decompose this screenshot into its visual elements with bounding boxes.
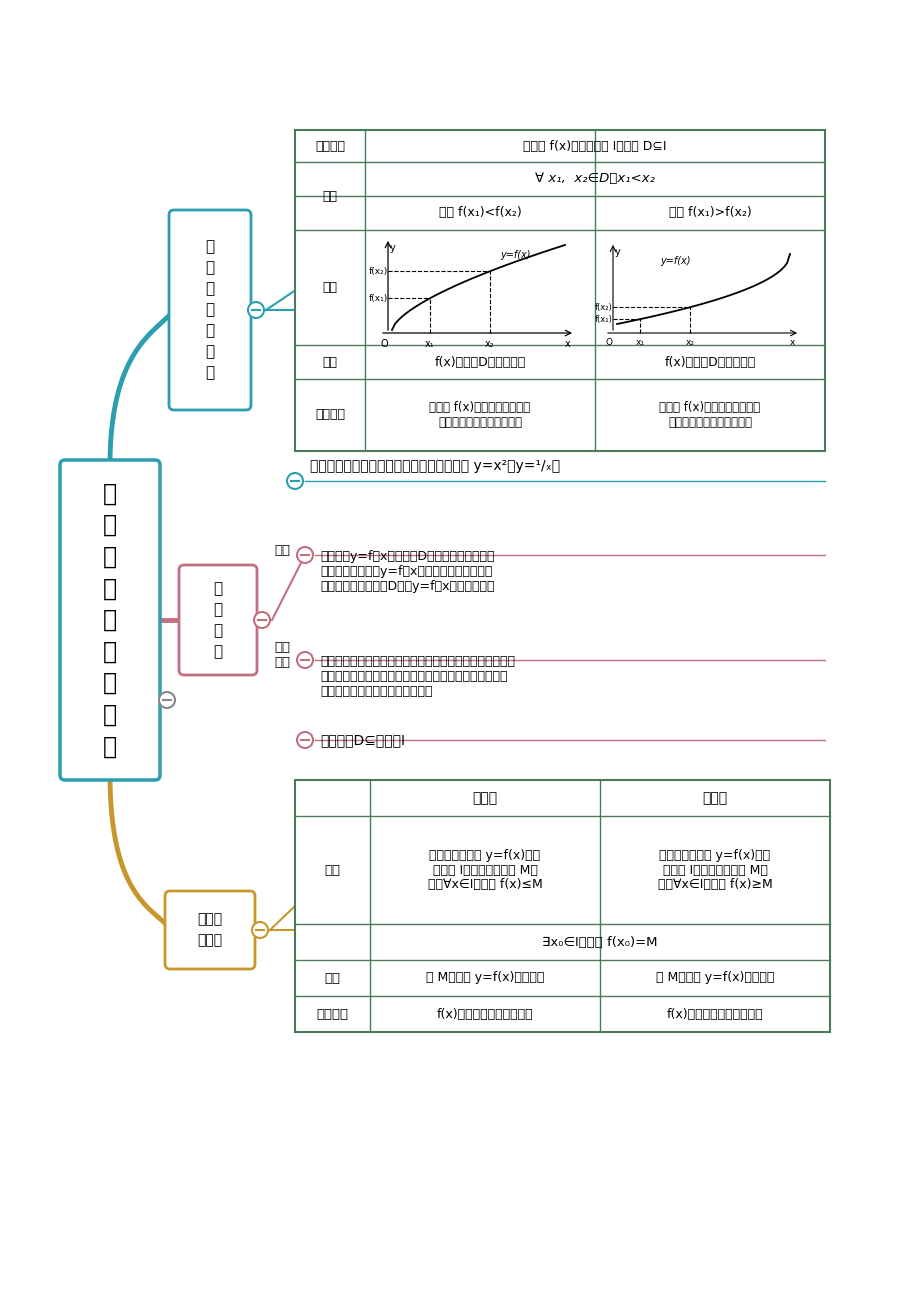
Text: 增
函
数
与
减
函
数: 增 函 数 与 减 函 数 bbox=[205, 240, 214, 380]
Circle shape bbox=[287, 473, 302, 490]
Text: f(x₂): f(x₂) bbox=[369, 267, 388, 276]
FancyBboxPatch shape bbox=[169, 210, 251, 410]
Text: 结论: 结论 bbox=[324, 971, 340, 984]
Circle shape bbox=[252, 922, 267, 937]
Text: 图示: 图示 bbox=[323, 281, 337, 294]
Circle shape bbox=[297, 732, 312, 749]
Text: x₁: x₁ bbox=[425, 339, 435, 349]
Text: 设函数 f(x)的定义域为 I，区间 D⊆I: 设函数 f(x)的定义域为 I，区间 D⊆I bbox=[523, 139, 666, 152]
Text: 条件: 条件 bbox=[323, 190, 337, 203]
Text: 一般地，设函数 y=f(x)的定
义域为 I，如果存在实数 M满
足：∀x∈I，都有 f(x)≥M: 一般地，设函数 y=f(x)的定 义域为 I，如果存在实数 M满 足：∀x∈I，… bbox=[657, 849, 772, 892]
Text: ∃x₀∈I，使得 f(x₀)=M: ∃x₀∈I，使得 f(x₀)=M bbox=[541, 936, 657, 948]
Text: 特殊情况: 特殊情况 bbox=[314, 409, 345, 422]
Circle shape bbox=[248, 302, 264, 318]
Text: 函
数
的
单
调
性
与
最
值: 函 数 的 单 调 性 与 最 值 bbox=[103, 482, 117, 758]
Text: ∀ x₁,  x₂∈D，x₁<x₂: ∀ x₁, x₂∈D，x₁<x₂ bbox=[535, 172, 654, 185]
Text: 单
调
区
间: 单 调 区 间 bbox=[213, 581, 222, 659]
Text: y: y bbox=[614, 247, 620, 256]
Circle shape bbox=[297, 652, 312, 668]
Text: 当函数 f(x)在它的定义域上单
调递减时，就称它是减函数: 当函数 f(x)在它的定义域上单 调递减时，就称它是减函数 bbox=[659, 401, 760, 428]
Text: 函数在定义域上不都具有单调性，例如函数 y=x²，y=¹/ₓ等: 函数在定义域上不都具有单调性，例如函数 y=x²，y=¹/ₓ等 bbox=[310, 460, 560, 473]
FancyBboxPatch shape bbox=[60, 460, 160, 780]
Text: x₁: x₁ bbox=[635, 339, 644, 348]
Text: 单调区间D⊆定义域I: 单调区间D⊆定义域I bbox=[320, 733, 404, 747]
Text: f(x₁): f(x₁) bbox=[369, 294, 388, 303]
Text: f(x₂): f(x₂) bbox=[595, 303, 612, 311]
Text: 单调性是整个区间上的性质，单独一点不存在单调性问题，
单调区间的端点若属于定义域，则该点处区间可开可闭，
若区间端点不属于定义域则只能开: 单调性是整个区间上的性质，单独一点不存在单调性问题， 单调区间的端点若属于定义域… bbox=[320, 655, 515, 698]
Text: 前提条件: 前提条件 bbox=[314, 139, 345, 152]
Text: O: O bbox=[605, 339, 612, 348]
Text: 称 M是函数 y=f(x)的最小值: 称 M是函数 y=f(x)的最小值 bbox=[655, 971, 774, 984]
Text: 如果函数y=f（x）在区间D上单调递增或单调递
减，那么就说函数y=f（x）在这一区间具有（严
格的）单调性，区间D叫做y=f（x）的单调区间: 如果函数y=f（x）在区间D上单调递增或单调递 减，那么就说函数y=f（x）在这… bbox=[320, 549, 494, 592]
Text: 最小值: 最小值 bbox=[702, 792, 727, 805]
Text: 一般地，设函数 y=f(x)的定
义域为 I，如果存在实数 M满
足：∀x∈I，都有 f(x)≤M: 一般地，设函数 y=f(x)的定 义域为 I，如果存在实数 M满 足：∀x∈I，… bbox=[427, 849, 542, 892]
Text: y: y bbox=[390, 243, 395, 253]
Text: 都有 f(x₁)<f(x₂): 都有 f(x₁)<f(x₂) bbox=[438, 207, 521, 220]
Text: O: O bbox=[380, 339, 388, 349]
Circle shape bbox=[159, 691, 175, 708]
Text: 定义: 定义 bbox=[274, 543, 289, 556]
Text: x₂: x₂ bbox=[484, 339, 494, 349]
Circle shape bbox=[297, 547, 312, 562]
FancyBboxPatch shape bbox=[179, 565, 256, 674]
Text: 称 M是函数 y=f(x)的最大值: 称 M是函数 y=f(x)的最大值 bbox=[425, 971, 544, 984]
Text: f(x)图象上最低点的纵坐标: f(x)图象上最低点的纵坐标 bbox=[666, 1008, 763, 1021]
Text: 注意
事项: 注意 事项 bbox=[274, 641, 289, 669]
Text: 最大值: 最大值 bbox=[472, 792, 497, 805]
Text: x: x bbox=[789, 339, 794, 348]
Text: y=f(x): y=f(x) bbox=[659, 256, 690, 266]
Text: f(x₁): f(x₁) bbox=[595, 315, 612, 324]
Text: x₂: x₂ bbox=[685, 339, 694, 348]
Bar bbox=[295, 780, 829, 1032]
Text: 当函数 f(x)在它的定义域上单
调递增时，就称它是增函数: 当函数 f(x)在它的定义域上单 调递增时，就称它是增函数 bbox=[429, 401, 530, 428]
Text: 最大值
最小值: 最大值 最小值 bbox=[198, 913, 222, 948]
Text: y=f(x): y=f(x) bbox=[499, 250, 530, 260]
Circle shape bbox=[254, 612, 269, 628]
Text: f(x)图象上最高点的纵坐标: f(x)图象上最高点的纵坐标 bbox=[437, 1008, 533, 1021]
Text: f(x)在区间D上单调递减: f(x)在区间D上单调递减 bbox=[664, 355, 754, 368]
Text: 都有 f(x₁)>f(x₂): 都有 f(x₁)>f(x₂) bbox=[668, 207, 751, 220]
Text: 条件: 条件 bbox=[324, 863, 340, 876]
Text: x: x bbox=[563, 339, 570, 349]
Text: f(x)在区间D上单调递增: f(x)在区间D上单调递增 bbox=[434, 355, 525, 368]
FancyBboxPatch shape bbox=[165, 891, 255, 969]
Bar bbox=[295, 130, 824, 450]
Text: 几何意义: 几何意义 bbox=[316, 1008, 348, 1021]
Text: 结论: 结论 bbox=[323, 355, 337, 368]
